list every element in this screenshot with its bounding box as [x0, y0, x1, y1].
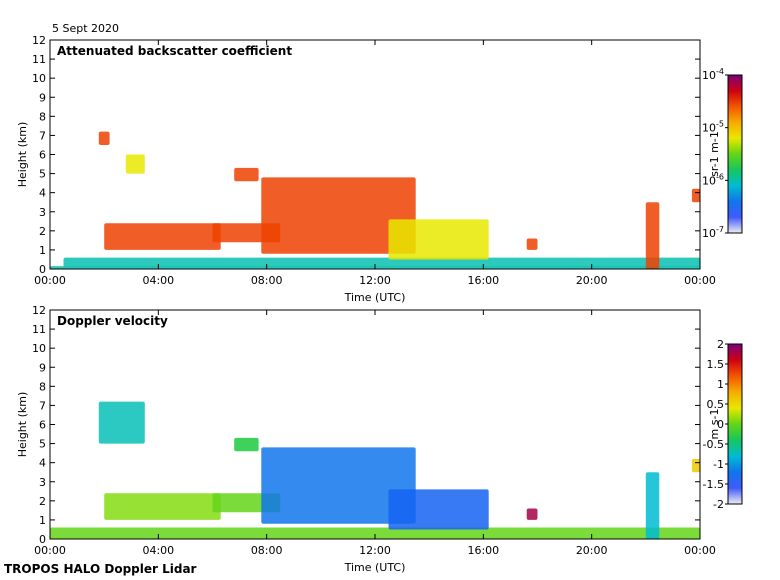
y-tick-label: 5	[39, 438, 46, 451]
x-tick-label: 04:00	[142, 274, 174, 287]
echo-patch	[234, 437, 259, 452]
y-axis-label: Height (km)	[16, 122, 29, 188]
echo-patch	[63, 257, 700, 268]
y-tick-label: 9	[39, 361, 46, 374]
y-tick-label: 7	[39, 399, 46, 412]
x-axis-label: Time (UTC)	[344, 561, 406, 574]
x-tick-label: 12:00	[359, 274, 391, 287]
y-tick-label: 12	[32, 304, 46, 317]
echo-patch	[98, 401, 145, 444]
colorbar-tick-exponent: -5	[716, 120, 724, 129]
x-tick-label: 00:00	[34, 274, 66, 287]
x-tick-label: 20:00	[576, 544, 608, 557]
x-tick-label: 00:00	[684, 544, 716, 557]
date-label: 5 Sept 2020	[52, 22, 119, 35]
y-tick-label: 8	[39, 110, 46, 123]
y-tick-label: 8	[39, 380, 46, 393]
colorbar-tick-label: 10-4	[702, 67, 724, 82]
y-tick-label: 6	[39, 419, 46, 432]
echo-patch	[691, 188, 700, 203]
colorbar-tick-label: -2	[713, 498, 724, 511]
colorbar-tick-label: 10-7	[702, 225, 724, 240]
y-tick-label: 2	[39, 495, 46, 508]
y-tick-label: 3	[39, 206, 46, 219]
x-tick-label: 16:00	[467, 274, 499, 287]
x-tick-label: 00:00	[684, 274, 716, 287]
colorbar-tick-label: 1	[717, 378, 724, 391]
colorbar-tick-label: 1.5	[707, 358, 725, 371]
y-tick-label: 10	[32, 72, 46, 85]
y-tick-label: 11	[32, 323, 46, 336]
panel-title: Attenuated backscatter coefficient	[57, 44, 292, 58]
y-tick-label: 1	[39, 514, 46, 527]
echo-patch	[526, 238, 538, 250]
echo-patch	[98, 131, 110, 145]
x-tick-label: 08:00	[251, 544, 283, 557]
echo-patch	[261, 447, 416, 524]
colorbar-tick-exponent: -7	[716, 225, 724, 234]
x-tick-label: 20:00	[576, 274, 608, 287]
y-tick-label: 6	[39, 149, 46, 162]
colorbar-tick-label: -0.5	[703, 438, 724, 451]
echo-patch	[388, 489, 489, 530]
echo-patch	[104, 223, 221, 250]
echo-patch	[125, 154, 145, 174]
y-tick-label: 9	[39, 91, 46, 104]
x-tick-label: 12:00	[359, 544, 391, 557]
colorbar-tick-label: 0.5	[707, 398, 725, 411]
y-tick-label: 4	[39, 187, 46, 200]
colorbar-tick-label: 0	[717, 418, 724, 431]
echo-patch	[645, 202, 660, 269]
x-tick-label: 16:00	[467, 544, 499, 557]
colorbar-label: m s-1	[708, 409, 721, 440]
y-tick-label: 4	[39, 457, 46, 470]
footer-label: TROPOS HALO Doppler Lidar	[4, 562, 197, 576]
y-tick-label: 1	[39, 244, 46, 257]
colorbar	[727, 343, 743, 505]
echo-patch	[104, 493, 221, 520]
colorbar-tick-exponent: -4	[716, 67, 724, 76]
y-tick-label: 3	[39, 476, 46, 489]
y-tick-label: 0	[39, 263, 46, 276]
echo-patch	[526, 508, 538, 520]
y-tick-label: 11	[32, 53, 46, 66]
colorbar-tick-label: -1	[713, 458, 724, 471]
colorbar-tick-label: -1.5	[703, 478, 724, 491]
y-tick-label: 0	[39, 533, 46, 546]
echo-patch	[50, 527, 700, 539]
echo-patch	[645, 472, 660, 539]
y-axis-label: Height (km)	[16, 392, 29, 458]
echo-patch	[234, 167, 259, 182]
x-tick-label: 08:00	[251, 274, 283, 287]
y-tick-label: 7	[39, 129, 46, 142]
colorbar	[727, 74, 743, 234]
y-tick-label: 5	[39, 168, 46, 181]
colorbar-tick-exponent: -6	[716, 172, 724, 181]
colorbar-tick-label: 2	[717, 338, 724, 351]
x-tick-label: 00:00	[34, 544, 66, 557]
panel-title: Doppler velocity	[57, 314, 168, 328]
y-tick-label: 12	[32, 34, 46, 47]
x-tick-label: 04:00	[142, 544, 174, 557]
y-tick-label: 10	[32, 342, 46, 355]
echo-patch	[261, 177, 416, 254]
y-tick-label: 2	[39, 225, 46, 238]
echo-patch	[691, 458, 700, 473]
x-axis-label: Time (UTC)	[344, 291, 406, 304]
colorbar-label: sr-1 m-1	[708, 131, 721, 177]
echo-patch	[388, 219, 489, 260]
